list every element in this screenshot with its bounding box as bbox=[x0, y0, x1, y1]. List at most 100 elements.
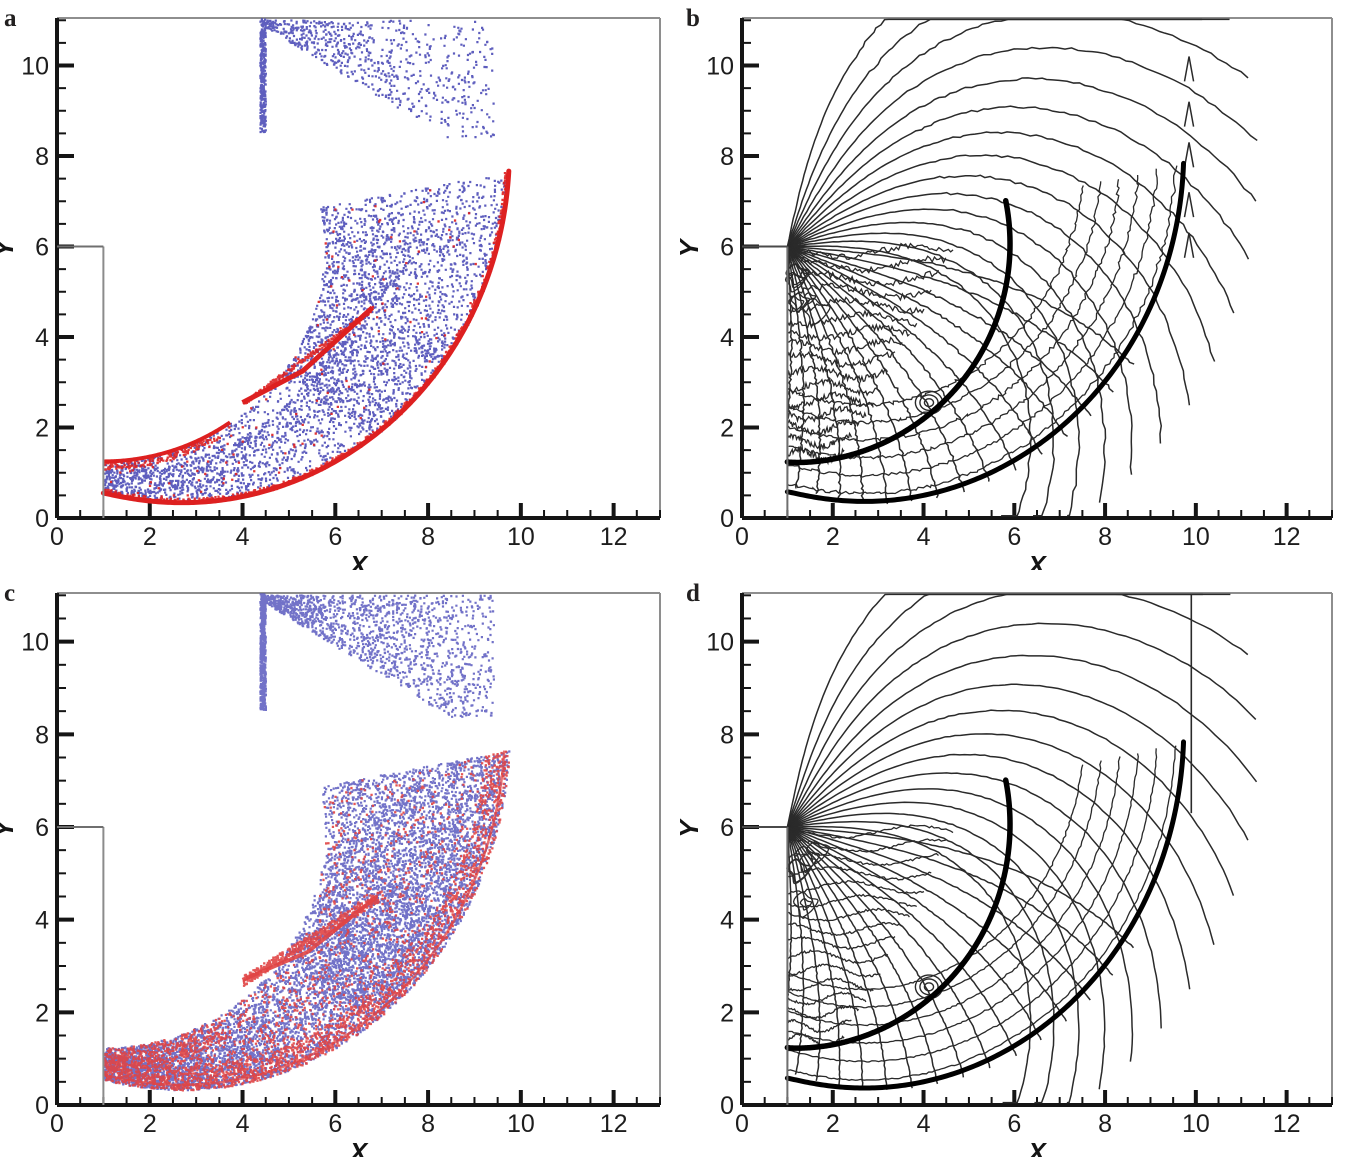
x-tick-label: 0 bbox=[735, 523, 749, 551]
wake-contour bbox=[786, 405, 867, 424]
x-tick-label: 4 bbox=[236, 523, 250, 551]
y-tick-label: 4 bbox=[35, 324, 49, 352]
blue-points bbox=[103, 593, 511, 1092]
x-axis-title: X bbox=[348, 550, 369, 570]
vortex-contour bbox=[787, 295, 805, 313]
y-tick-label: 2 bbox=[720, 415, 734, 443]
wake-contour bbox=[786, 350, 896, 370]
contour-spike bbox=[1183, 192, 1195, 218]
contour-line bbox=[786, 772, 1162, 1029]
contour-line bbox=[787, 245, 1069, 438]
downstream-contour bbox=[786, 168, 1158, 478]
contour-line bbox=[786, 826, 864, 1089]
x-tick-label: 6 bbox=[328, 523, 342, 551]
wake-contour bbox=[786, 935, 896, 950]
red-nose-line bbox=[103, 420, 232, 464]
x-tick-label: 2 bbox=[826, 1110, 840, 1138]
x-tick-label: 10 bbox=[1182, 523, 1210, 551]
wake-contour bbox=[787, 991, 867, 1006]
contour-line bbox=[786, 77, 1257, 247]
contour-spike bbox=[1183, 101, 1195, 127]
y-tick-label: 4 bbox=[720, 324, 734, 352]
contour-line bbox=[786, 105, 1250, 260]
contour-line bbox=[786, 46, 1258, 247]
x-tick-label: 0 bbox=[50, 1110, 64, 1138]
y-tick-label: 4 bbox=[720, 907, 734, 935]
contour-line bbox=[786, 733, 1215, 945]
wake-contour bbox=[786, 391, 874, 410]
contour-line bbox=[786, 826, 913, 1089]
panel-d-label: d bbox=[686, 580, 700, 607]
red-internal-shock bbox=[241, 894, 379, 982]
vortex-contour bbox=[787, 858, 812, 883]
x-tick-label: 6 bbox=[1007, 1110, 1021, 1138]
x-tick-label: 6 bbox=[1007, 523, 1021, 551]
x-axis-title: X bbox=[348, 1137, 369, 1157]
wall-lines bbox=[742, 825, 789, 1105]
contour-spike bbox=[1183, 56, 1195, 82]
x-tick-label: 4 bbox=[236, 1110, 250, 1138]
contour-line bbox=[787, 826, 1042, 1041]
bow-shock-curve bbox=[784, 197, 1013, 466]
x-tick-label: 12 bbox=[1273, 1110, 1301, 1138]
contour-line bbox=[786, 826, 939, 1085]
x-axis-title: X bbox=[1026, 1137, 1047, 1157]
wake-contour bbox=[786, 963, 881, 978]
y-tick-label: 10 bbox=[706, 53, 734, 81]
y-axis-title: Y bbox=[0, 818, 19, 838]
downstream-contour bbox=[786, 181, 1102, 425]
wake-contour bbox=[786, 364, 889, 384]
panel-d: d 0 2 4 6 8 10 12 0 2 4 6 8 10 X Y bbox=[680, 575, 1347, 1157]
wake-contour bbox=[786, 418, 860, 437]
wake-contour bbox=[786, 977, 874, 992]
panel-c-svg: 0 2 4 6 8 10 12 0 2 4 6 8 10 X Y bbox=[0, 592, 661, 1157]
y-axis-title: Y bbox=[680, 818, 704, 838]
x-tick-label: 12 bbox=[600, 523, 628, 551]
x-tick-label: 0 bbox=[735, 1110, 749, 1138]
x-axis-title: X bbox=[1026, 550, 1047, 570]
contour-line bbox=[787, 820, 1055, 1104]
y-tick-label: 8 bbox=[35, 721, 49, 749]
contour-line bbox=[786, 622, 1257, 828]
separation-bubble-contour bbox=[914, 974, 944, 1000]
separation-bubble-contour bbox=[923, 398, 935, 408]
y-tick-label: 2 bbox=[35, 999, 49, 1027]
wake-contour bbox=[787, 949, 889, 964]
contour-line bbox=[787, 826, 1091, 1001]
y-tick-label: 6 bbox=[720, 814, 734, 842]
red-internal-shock bbox=[241, 305, 375, 405]
blue-points bbox=[103, 18, 511, 505]
contour-line bbox=[786, 826, 822, 1081]
contour-line bbox=[786, 826, 888, 1090]
wake-contour bbox=[786, 309, 918, 329]
contour-line bbox=[787, 245, 1114, 393]
y-tick-label: 0 bbox=[720, 1092, 734, 1120]
x-tick-label: 8 bbox=[1098, 1110, 1112, 1138]
contour-line bbox=[787, 245, 966, 493]
contour-spike bbox=[1183, 232, 1195, 258]
x-tick-label: 10 bbox=[507, 523, 535, 551]
scatter-layer bbox=[103, 593, 511, 1092]
x-tick-label: 0 bbox=[50, 523, 64, 551]
downstream-contour bbox=[787, 756, 1121, 1027]
contour-line bbox=[786, 245, 889, 505]
downstream-contour bbox=[788, 174, 1140, 460]
wake-contour bbox=[786, 242, 954, 260]
contour-line bbox=[786, 18, 1249, 247]
vortex-contour bbox=[793, 845, 821, 873]
panel-a-svg: 0 2 4 6 8 10 12 0 2 4 6 8 10 X Y bbox=[0, 17, 661, 570]
wake-contour bbox=[786, 282, 932, 302]
contour-layer bbox=[784, 18, 1258, 517]
downstream-contour bbox=[787, 748, 1158, 1063]
x-tick-label: 2 bbox=[143, 1110, 157, 1138]
contour-layer bbox=[784, 593, 1258, 1104]
vortex-contour bbox=[805, 841, 830, 865]
contour-line bbox=[786, 753, 1191, 990]
contour-line bbox=[786, 246, 990, 482]
contour-line bbox=[786, 709, 1235, 896]
y-tick-label: 0 bbox=[720, 505, 734, 533]
y-tick-label: 6 bbox=[720, 234, 734, 262]
panel-b: b 0 2 4 6 8 10 12 0 2 4 6 8 10 X Y bbox=[680, 0, 1347, 570]
separation-bubble-contour bbox=[914, 390, 944, 415]
